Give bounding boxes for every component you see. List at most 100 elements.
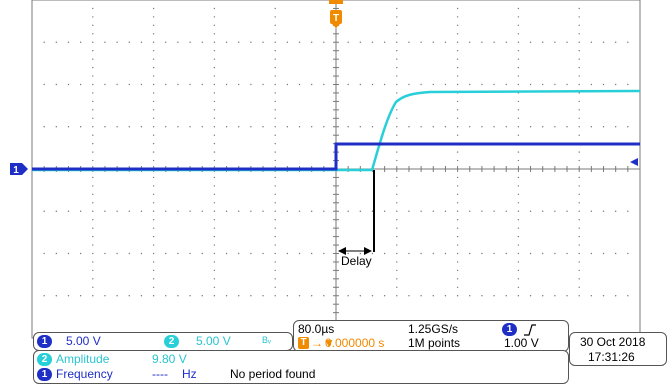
grid-dot	[432, 252, 434, 255]
grid-dot	[371, 41, 374, 43]
grid-dot	[456, 227, 459, 229]
grid-dot	[274, 159, 276, 162]
grid-dot	[396, 176, 398, 179]
grid-dot	[274, 50, 276, 52]
grid-dot	[420, 41, 422, 43]
grid-dot	[578, 286, 580, 288]
delay-arrow-left	[338, 247, 346, 255]
grid-dot	[578, 24, 580, 27]
grid-dot	[383, 83, 386, 86]
grid-dot	[578, 83, 580, 86]
trigger-position-marker[interactable]: T	[329, 0, 343, 28]
grid-dot	[529, 41, 532, 43]
grid-dot	[517, 117, 520, 120]
grid-dot	[128, 210, 130, 212]
grid-dot	[505, 83, 507, 86]
grid-dot	[92, 7, 94, 10]
grid-dot	[396, 286, 398, 288]
grid-dot	[529, 295, 532, 297]
vertical-scale-panel[interactable]: 1 5.00 V 2 5.00 V Bᵥ	[33, 332, 293, 351]
grid-dot	[323, 252, 325, 255]
grid-dot	[165, 41, 167, 43]
grid-dot	[408, 210, 410, 212]
channel-1-ground-marker[interactable]: 1	[10, 163, 28, 176]
grid-dot	[152, 235, 155, 238]
grid-dot	[566, 252, 568, 255]
grid-dot	[152, 295, 155, 297]
grid-dot	[152, 109, 155, 111]
grid-dot	[517, 83, 520, 86]
grid-dot	[627, 126, 629, 128]
grid-dot	[396, 151, 398, 153]
grid-dot	[298, 210, 301, 212]
grid-dot	[396, 193, 398, 196]
delay-label: Delay	[341, 254, 372, 268]
grid-dot	[469, 210, 471, 212]
trigger-level-arrow-icon[interactable]	[630, 158, 638, 166]
grid-dot	[566, 83, 568, 86]
grid-dot	[43, 126, 45, 128]
grid-dot	[396, 24, 398, 27]
grid-dot	[286, 41, 289, 43]
grid-dot	[456, 151, 459, 153]
grid-dot	[274, 227, 276, 229]
grid-dot	[274, 202, 276, 204]
timebase-trigger-panel[interactable]: 80.0µs 1.25GS/s 1 T →▼ 0.000000 s 1M poi…	[293, 320, 569, 352]
grid-dot	[578, 185, 580, 187]
grid-dot	[213, 134, 216, 136]
grid-dot	[92, 126, 94, 128]
grid-dot	[444, 295, 447, 297]
grid-dot	[578, 295, 580, 297]
grid-dot	[566, 210, 568, 212]
grid-dot	[396, 159, 398, 162]
grid-dot	[456, 278, 459, 280]
grid-dot	[116, 83, 118, 86]
grid-dot	[396, 219, 398, 221]
grid-dot	[152, 151, 155, 153]
grid-dot	[396, 66, 398, 69]
grid-dot	[517, 41, 520, 43]
grid-dot	[213, 24, 216, 27]
grid-dot	[213, 92, 216, 94]
grid-dot	[92, 109, 94, 111]
grid-dot	[286, 210, 289, 212]
grid-dot	[614, 126, 617, 128]
grid-dot	[152, 227, 155, 229]
grid-dot	[371, 83, 374, 86]
grid-dot	[456, 117, 459, 120]
grid-dot	[274, 193, 276, 196]
grid-dot	[517, 202, 520, 204]
grid-dot	[396, 261, 398, 263]
grid-dot	[590, 295, 593, 297]
grid-dot	[274, 261, 276, 263]
grid-dot	[396, 75, 398, 77]
measurement-2-name: Frequency	[56, 367, 113, 381]
grid-dot	[432, 83, 434, 86]
grid-dot	[274, 176, 276, 179]
grid-dot	[529, 210, 532, 212]
grid-dot	[274, 24, 276, 27]
grid-dot	[177, 41, 179, 43]
grid-dot	[456, 261, 459, 263]
grid-dot	[274, 117, 276, 120]
grid-dot	[578, 176, 580, 179]
channel-2-scale: 5.00 V	[196, 334, 231, 348]
grid-dot	[152, 24, 155, 27]
grid-dot	[92, 261, 94, 263]
grid-dot	[578, 7, 580, 10]
grid-dot	[152, 252, 155, 255]
grid-dot	[614, 83, 617, 86]
grid-dot	[517, 100, 520, 103]
grid-dot	[152, 126, 155, 128]
grid-dot	[128, 126, 130, 128]
grid-dot	[79, 83, 82, 86]
measurements-panel[interactable]: 2 Amplitude 9.80 V 1 Frequency ---- Hz N…	[33, 350, 569, 384]
channel-1-ground-label: 1	[13, 165, 19, 176]
grid-dot	[456, 202, 459, 204]
grid-dot	[578, 100, 580, 103]
grid-dot	[274, 58, 276, 60]
grid-dot	[116, 295, 118, 297]
grid-dot	[250, 83, 252, 86]
grid-dot	[152, 269, 155, 272]
grid-dot	[396, 16, 398, 18]
